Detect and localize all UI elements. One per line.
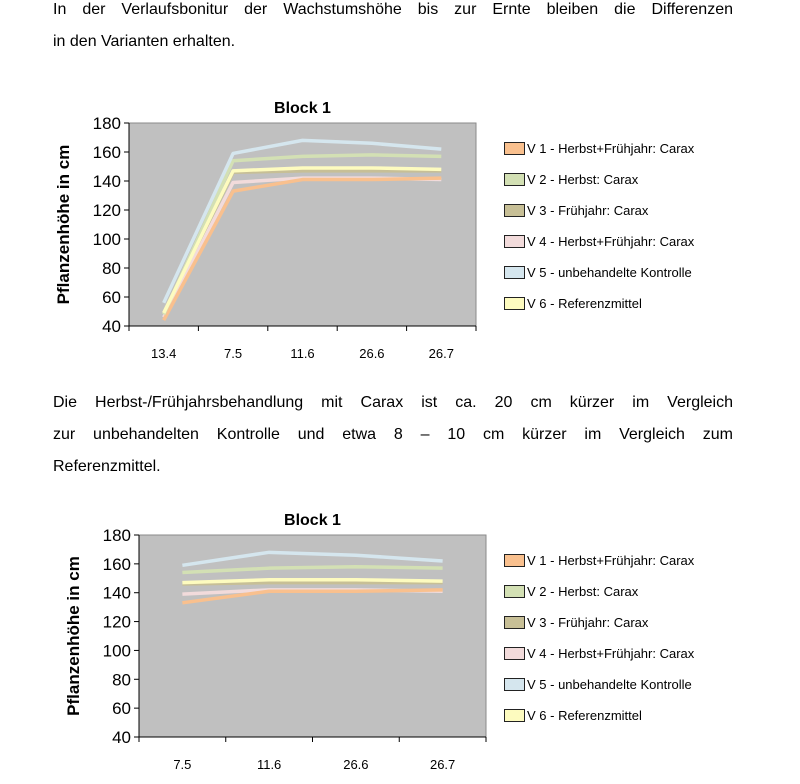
paragraph-1-line-1: In der Verlaufsbonitur der Wachstumshöhe… [53, 1, 733, 18]
y-tick-label: 120 [103, 613, 131, 632]
legend-swatch-icon [504, 646, 525, 660]
legend-swatch-icon [504, 553, 525, 567]
legend-label: V 3 - Frühjahr: Carax [527, 614, 649, 630]
legend-swatch-icon [504, 203, 525, 217]
y-tick-label: 120 [93, 201, 121, 220]
x-tick-label: 13.4 [151, 346, 176, 361]
legend-swatch-icon [504, 584, 525, 598]
chart-title: Block 1 [284, 512, 341, 529]
y-tick-label: 180 [103, 526, 131, 545]
legend-item: V 6 - Referenzmittel [504, 295, 642, 311]
legend-label: V 5 - unbehandelte Kontrolle [527, 264, 692, 280]
chart-block1-after-emergence: Block 1 40 60 80 100 120 140 160 180 Pflanzenhöhe… [0, 500, 800, 779]
x-tick-label: 26.6 [359, 346, 384, 361]
series-line [182, 580, 443, 586]
y-tick-label: 140 [103, 584, 131, 603]
x-tick-label: 7.5 [173, 757, 191, 772]
y-tick-label: 100 [93, 230, 121, 249]
y-tick-label: 80 [102, 259, 121, 278]
legend-swatch-icon [504, 708, 525, 722]
y-tick-label: 140 [93, 172, 121, 191]
y-tick-label: 160 [103, 555, 131, 574]
legend-item: V 3 - Frühjahr: Carax [504, 614, 648, 630]
legend-item: V 1 - Herbst+Frühjahr: Carax [504, 552, 694, 568]
series-line [162, 166, 442, 314]
legend-item: V 5 - unbehandelte Kontrolle [504, 676, 692, 692]
legend-swatch-icon [504, 677, 525, 691]
x-tick-label: 26.7 [429, 346, 454, 361]
paragraph-2-line-1: Die Herbst-/Frühjahrsbehandlung mit Cara… [53, 394, 733, 411]
y-tick-label: 40 [102, 317, 121, 336]
x-tick-label: 11.6 [290, 346, 314, 361]
legend-label: V 5 - unbehandelte Kontrolle [527, 676, 692, 692]
series-line [182, 550, 443, 568]
series-line [182, 588, 443, 605]
legend-label: V 6 - Referenzmittel [527, 707, 642, 723]
legend-swatch-icon [504, 141, 525, 155]
y-axis-label: Pflanzenhöhe in cm [64, 556, 83, 716]
plot-area [128, 122, 477, 327]
y-tick-label: 40 [112, 728, 131, 747]
line-chart: Block 1 40 60 80 100 120 140 160 180 Pflanzenhöhe… [54, 100, 477, 361]
series-line [162, 138, 442, 304]
series-line [162, 153, 442, 316]
line-chart: Block 1 40 60 80 100 120 140 160 180 Pflanzenhöhe… [64, 512, 487, 772]
y-tick-label: 180 [93, 114, 121, 133]
legend-swatch-icon [504, 296, 525, 310]
paragraph-1-line-2: in den Varianten erhalten. [53, 33, 236, 50]
paragraph-2-line-2: zur unbehandelten Kontrolle und etwa 8 –… [53, 426, 733, 443]
chart-block1-full: Block 1 40 60 80 100 120 140 160 180 Pflanzenhöhe… [0, 88, 800, 368]
legend-label: V 3 - Frühjahr: Carax [527, 202, 649, 218]
legend-item: V 4 - Herbst+Frühjahr: Carax [504, 233, 694, 249]
series-line [182, 564, 443, 575]
legend-label: V 6 - Referenzmittel [527, 295, 642, 311]
y-tick-label: 60 [102, 288, 121, 307]
legend-label: V 1 - Herbst+Frühjahr: Carax [527, 140, 695, 156]
x-tick-label: 11.6 [257, 757, 281, 772]
y-tick-label: 100 [103, 641, 131, 660]
legend-item: V 5 - unbehandelte Kontrolle [504, 264, 692, 280]
legend-swatch-icon [504, 172, 525, 186]
legend-item: V 4 - Herbst+Frühjahr: Carax [504, 645, 694, 661]
legend-item: V 1 - Herbst+Frühjahr: Carax [504, 140, 694, 156]
legend-label: V 2 - Herbst: Carax [527, 171, 639, 187]
legend-item: V 3 - Frühjahr: Carax [504, 202, 648, 218]
legend-item: V 2 - Herbst: Carax [504, 583, 638, 599]
x-tick-label: 7.5 [224, 346, 242, 361]
series-line [162, 176, 442, 322]
x-tick-label: 26.6 [343, 757, 368, 772]
legend-label: V 2 - Herbst: Carax [527, 583, 639, 599]
legend-swatch-icon [504, 265, 525, 279]
legend-swatch-icon [504, 234, 525, 248]
y-tick-label: 80 [112, 670, 131, 689]
legend-label: V 1 - Herbst+Frühjahr: Carax [527, 552, 695, 568]
legend-item: V 2 - Herbst: Carax [504, 171, 638, 187]
legend-item: V 6 - Referenzmittel [504, 707, 642, 723]
legend-swatch-icon [504, 615, 525, 629]
y-axis-label: Pflanzenhöhe in cm [54, 145, 73, 305]
paragraph-2-line-3: Referenzmittel. [53, 458, 161, 475]
y-tick-label: 60 [112, 699, 131, 718]
paragraph-1: In der Verlaufsbonitur der Wachstumshöhe… [53, 0, 733, 58]
paragraph-2: Die Herbst-/Frühjahrsbehandlung mit Cara… [53, 387, 733, 483]
legend-label: V 4 - Herbst+Frühjahr: Carax [527, 645, 695, 661]
x-tick-label: 26.7 [430, 757, 455, 772]
y-tick-label: 160 [93, 143, 121, 162]
legend-label: V 4 - Herbst+Frühjahr: Carax [527, 233, 695, 249]
chart-title: Block 1 [274, 100, 331, 117]
series-line [182, 577, 443, 585]
